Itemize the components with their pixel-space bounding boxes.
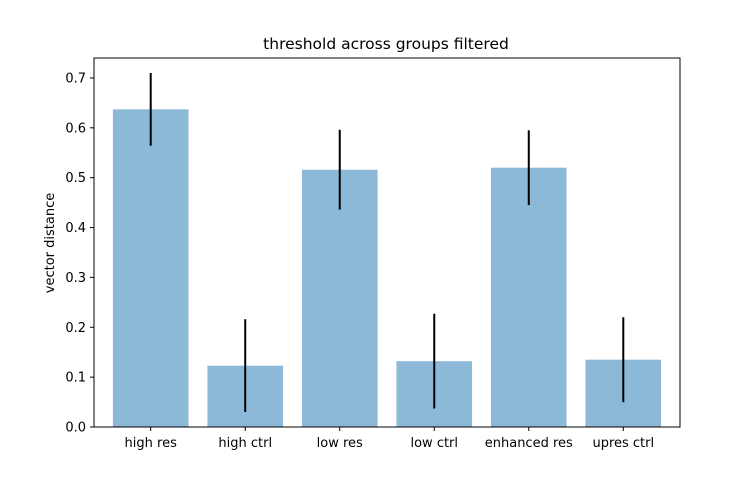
x-tick-label: high ctrl	[218, 436, 272, 451]
x-ticks-group: high res high ctrl low res low ctrl enhanced…	[125, 427, 654, 451]
x-tick-label: low ctrl	[410, 436, 458, 451]
chart-title: threshold across groups filtered	[263, 35, 509, 53]
bar-high-res	[112, 109, 189, 427]
y-tick-label: 0.1	[65, 371, 86, 386]
error-bars-group	[149, 72, 625, 413]
y-tick-label: 0.3	[65, 271, 86, 286]
bar-enhanced-res	[490, 167, 567, 427]
y-tick-label: 0.5	[65, 171, 86, 186]
x-tick-label: enhanced res	[485, 436, 573, 451]
x-tick-label: high res	[125, 436, 178, 451]
y-tick-label: 0.7	[65, 71, 86, 86]
y-tick-label: 0.2	[65, 321, 86, 336]
y-tick-label: 0.4	[65, 221, 86, 236]
bar-low-res	[301, 169, 378, 427]
x-tick-label: upres ctrl	[592, 436, 654, 451]
y-axis-label: vector distance	[43, 193, 58, 293]
plot-frame	[93, 57, 681, 428]
x-tick-label: low res	[317, 436, 363, 451]
y-tick-label: 0.6	[65, 121, 86, 136]
y-ticks-group: 0.0 0.1 0.2 0.3 0.4 0.5 0.6 0.7	[65, 71, 94, 436]
y-tick-label: 0.0	[65, 421, 86, 436]
bars-group	[112, 109, 662, 427]
